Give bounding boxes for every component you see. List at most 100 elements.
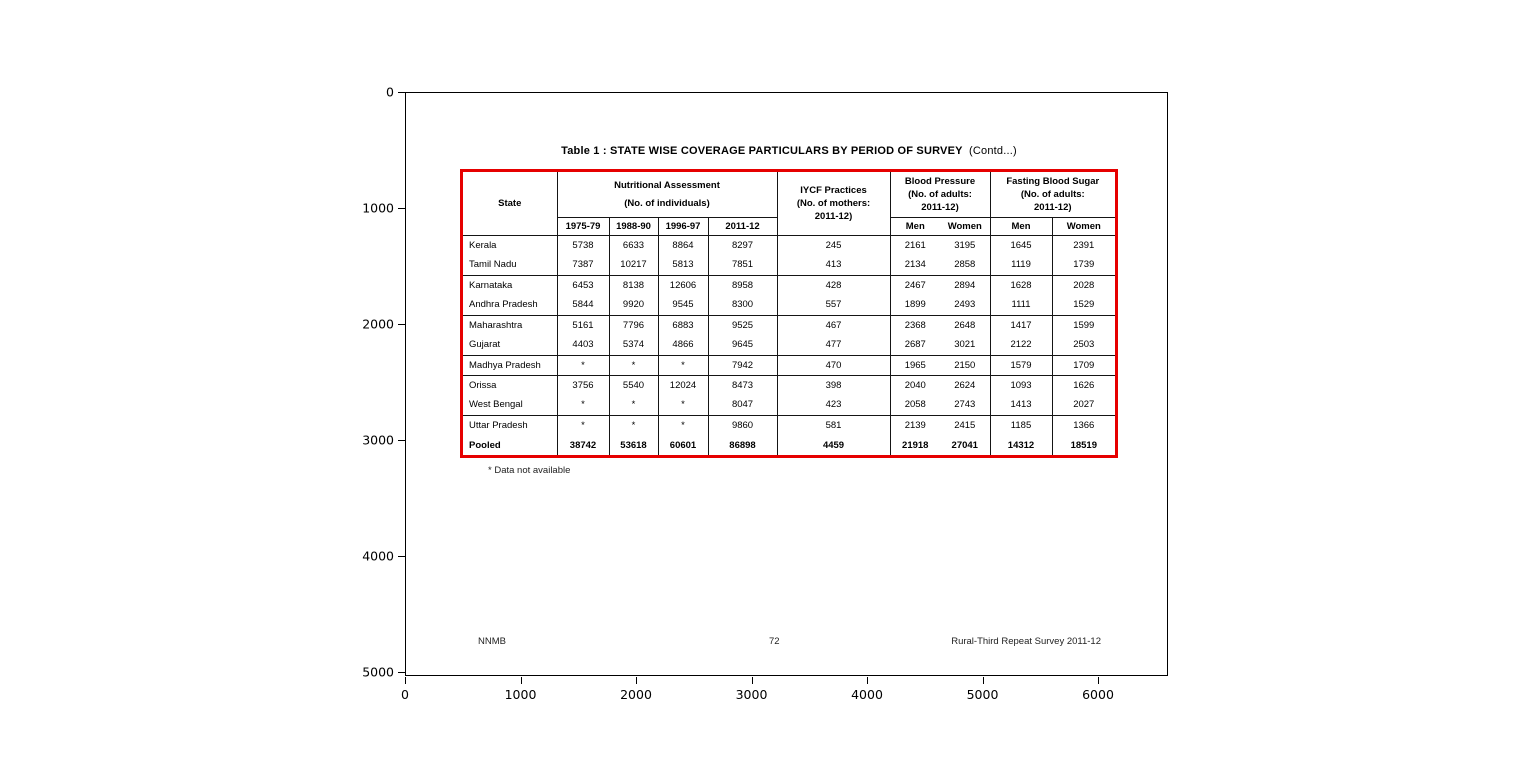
value-cell: * [608, 395, 658, 416]
header-bp-women: Women [940, 217, 991, 236]
table-row: Andhra Pradesh 5844 9920 9545 8300 557 1899 249… [463, 295, 1116, 316]
value-cell: 2415 [954, 419, 976, 431]
value-cell: 3756 [556, 375, 609, 395]
value-cell: 1529 [1051, 295, 1116, 316]
plot-axes: Table 1 : STATE WISE COVERAGE PARTICULAR… [405, 92, 1168, 676]
header-year-2011-12: 2011-12 [707, 217, 778, 236]
header-nutritional-line1: Nutritional Assessment [614, 179, 720, 191]
table-row: Tamil Nadu 7387 10217 5813 7851 413 2134 2858 11… [463, 255, 1116, 276]
y-tick-mark [398, 208, 405, 209]
document-page: Table 1 : STATE WISE COVERAGE PARTICULAR… [406, 93, 1167, 675]
x-tick-mark [982, 677, 984, 684]
value-cell: 8473 [707, 375, 778, 395]
state-cell: Uttar Pradesh [469, 419, 528, 431]
value-cell: * [556, 415, 609, 435]
value-cell: 2139 [889, 415, 941, 435]
y-tick-label: 3000 [362, 432, 394, 448]
table-row: Karnataka 6453 8138 12606 8958 428 2467 2894 162… [463, 275, 1116, 295]
value-cell: 4866 [657, 335, 708, 356]
value-cell: 8864 [657, 235, 708, 255]
value-cell: 2858 [940, 255, 991, 276]
state-cell: Tamil Nadu [463, 255, 557, 276]
y-tick-mark [398, 556, 405, 557]
y-tick-mark [398, 672, 405, 673]
value-cell: 1579 [989, 355, 1053, 376]
value-cell: 1628 [989, 275, 1053, 295]
value-cell: 2648 [954, 319, 976, 331]
value-cell: 38742 [556, 435, 609, 455]
value-cell: 5540 [608, 375, 658, 395]
coverage-table: State Nutritional Assessment (No. of ind… [463, 172, 1116, 455]
value-cell: 1111 [989, 295, 1053, 316]
value-cell: 1599 [1051, 315, 1116, 335]
value-cell: 9860 [707, 415, 778, 435]
x-tick-mark [405, 677, 406, 684]
header-fbs-line1: Fasting Blood Sugar [1006, 175, 1100, 187]
header-blood-pressure: Blood Pressure (No. of adults: 2011-12) [889, 172, 991, 218]
footer-page-number: 72 [769, 636, 780, 647]
value-cell: * [657, 395, 708, 416]
state-cell: Andhra Pradesh [463, 295, 557, 316]
value-cell: 1965 [889, 355, 941, 376]
header-bp-line1: Blood Pressure [904, 175, 976, 187]
x-tick-label: 5000 [966, 687, 999, 702]
header-iycf-line2: (No. of mothers: [796, 197, 871, 209]
value-cell: 8958 [707, 275, 778, 295]
table-title-suffix: (Contd...) [969, 145, 1017, 157]
value-cell: 7942 [707, 355, 778, 376]
value-cell: 1645 [989, 235, 1053, 255]
y-tick-mark [398, 440, 405, 441]
value-cell: 9525 [707, 315, 778, 335]
x-tick-label: 1000 [504, 687, 537, 702]
header-iycf-line1: IYCF Practices [800, 184, 867, 196]
value-cell: 423 [776, 395, 891, 416]
value-cell: 2058 [889, 395, 941, 416]
value-cell: 6633 [608, 235, 658, 255]
x-tick-label: 6000 [1082, 687, 1114, 702]
header-iycf-line3: 2011-12) [814, 210, 853, 222]
value-cell: * [657, 415, 708, 435]
value-cell: 5844 [556, 295, 609, 316]
header-year-1975-79: 1975-79 [556, 217, 609, 236]
state-cell: Madhya Pradesh [463, 355, 557, 376]
header-state: State [463, 172, 557, 236]
value-cell: 7796 [608, 315, 658, 335]
value-cell: * [556, 355, 609, 376]
value-cell: 1739 [1051, 255, 1116, 276]
table-title-main: Table 1 : STATE WISE COVERAGE PARTICULAR… [561, 145, 963, 157]
header-fbs-men: Men [989, 217, 1053, 236]
value-cell: 60601 [657, 435, 708, 455]
value-cell: 2161 [889, 235, 941, 255]
y-tick-label: 4000 [362, 548, 394, 564]
value-cell: 8138 [608, 275, 658, 295]
value-cell: * [657, 355, 708, 376]
value-cell: * [556, 395, 609, 416]
value-cell: 2150 [940, 355, 991, 376]
x-tick-mark [751, 677, 753, 684]
value-cell: 6453 [556, 275, 609, 295]
x-tick-mark [636, 677, 637, 684]
x-tick-label: 2000 [620, 687, 652, 702]
value-cell: 12606 [657, 275, 708, 295]
table-row: West Bengal * * * 8047 423 2058 2743 1413 2027 [463, 395, 1116, 416]
value-cell: 398 [776, 375, 891, 395]
value-cell: 18519 [1051, 435, 1116, 455]
value-cell: 2027 [1051, 395, 1116, 416]
value-cell: 2503 [1051, 335, 1116, 356]
state-cell: Pooled [469, 439, 501, 451]
value-cell: 5161 [556, 315, 609, 335]
value-cell: 2493 [940, 295, 991, 316]
value-cell: 2368 [889, 315, 941, 335]
value-cell: 14312 [989, 435, 1053, 455]
state-cell: Kerala [469, 239, 497, 251]
value-cell: 1366 [1051, 415, 1116, 435]
value-cell: 8300 [707, 295, 778, 316]
y-tick-label: 1000 [362, 200, 394, 216]
value-cell: 470 [776, 355, 891, 376]
header-fbs-women: Women [1051, 217, 1116, 236]
value-cell: 581 [776, 415, 891, 435]
value-cell: 2028 [1051, 275, 1116, 295]
x-tick-label: 0 [401, 687, 409, 702]
x-tick-mark [1098, 677, 1099, 684]
y-tick-mark [398, 324, 405, 325]
